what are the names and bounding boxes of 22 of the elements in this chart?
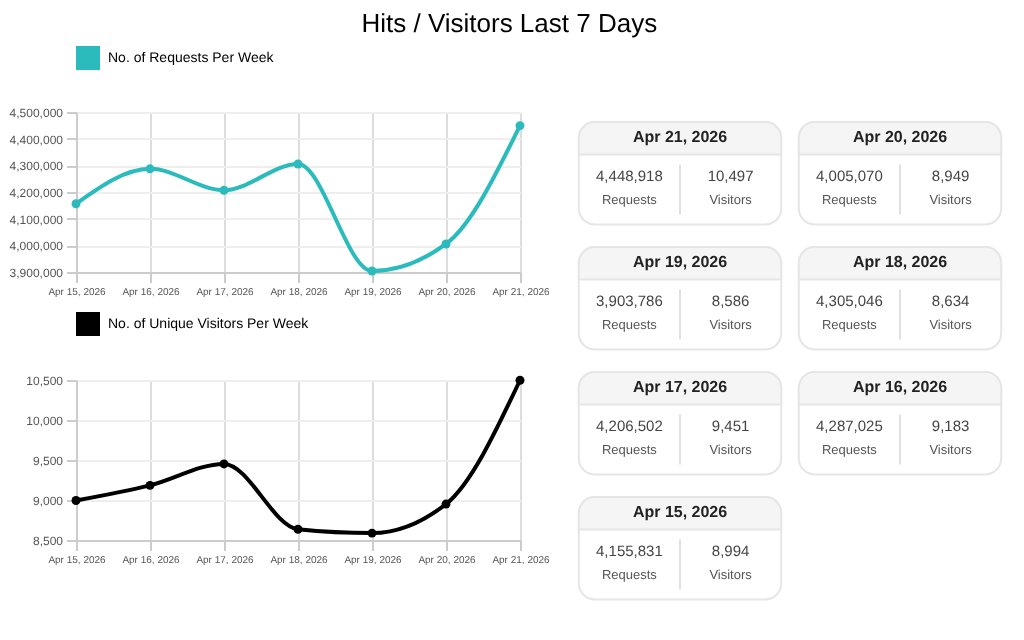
category-label: Apr 21, 2026 [632, 128, 729, 147]
point [219, 185, 229, 195]
point [367, 528, 377, 538]
point [515, 375, 525, 385]
point [145, 164, 155, 174]
category-label: Apr 15, 2026 [632, 503, 729, 522]
category-label: Apr 19, 2026 [632, 253, 729, 272]
point [515, 121, 525, 131]
point [441, 499, 451, 509]
point [293, 159, 303, 169]
point [71, 496, 81, 505]
point [71, 199, 81, 209]
category-label: Apr 18, 2026 [852, 253, 949, 272]
point [293, 524, 303, 534]
point [145, 480, 155, 490]
category-label: Apr 17, 2026 [632, 378, 729, 397]
point [441, 239, 451, 249]
category-label: Apr 16, 2026 [852, 378, 949, 397]
point [219, 459, 229, 469]
category-label: Apr 20, 2026 [852, 128, 949, 147]
chart-title: Hits / Visitors Last 7 Days [361, 8, 659, 38]
point [367, 266, 377, 276]
